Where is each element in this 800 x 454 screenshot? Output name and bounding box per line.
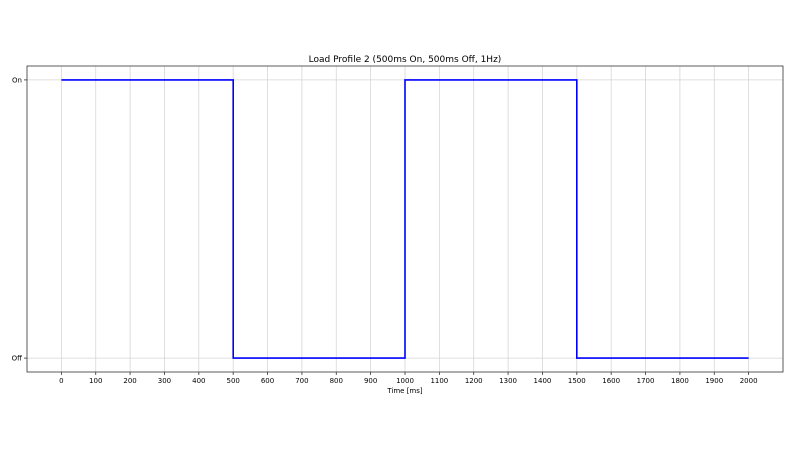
series-line xyxy=(61,79,749,359)
x-tick-label: 900 xyxy=(364,377,377,385)
x-ticks: 0 100 200 300 400 500 600 700 800 900 1000 1100 1200… xyxy=(59,372,758,385)
x-tick-label: 400 xyxy=(192,377,205,385)
x-tick-label: 1800 xyxy=(671,377,689,385)
chart-title: Load Profile 2 (500ms On, 500ms Off, 1Hz… xyxy=(309,55,502,65)
series xyxy=(61,79,749,359)
x-tick-label: 100 xyxy=(89,377,102,385)
x-tick-label: 1100 xyxy=(430,377,448,385)
x-tick-label: 1700 xyxy=(637,377,655,385)
x-tick-label: 800 xyxy=(330,377,343,385)
x-tick-label: 1200 xyxy=(465,377,483,385)
x-tick-label: 1000 xyxy=(396,377,414,385)
y-ticks: Off On xyxy=(12,76,27,363)
x-tick-label: 300 xyxy=(158,377,171,385)
x-tick-label: 1600 xyxy=(602,377,620,385)
x-tick-label: 500 xyxy=(226,377,239,385)
x-axis-label: Time [ms] xyxy=(386,387,423,395)
y-tick-label: Off xyxy=(12,355,23,363)
x-tick-label: 200 xyxy=(123,377,136,385)
x-tick-label: 2000 xyxy=(740,377,758,385)
x-tick-label: 700 xyxy=(295,377,308,385)
x-tick-label: 1300 xyxy=(499,377,517,385)
x-tick-label: 1500 xyxy=(568,377,586,385)
y-tick-label: On xyxy=(12,76,22,84)
x-tick-label: 0 xyxy=(59,377,63,385)
x-tick-label: 1900 xyxy=(705,377,723,385)
x-tick-label: 600 xyxy=(261,377,274,385)
x-tick-label: 1400 xyxy=(534,377,552,385)
